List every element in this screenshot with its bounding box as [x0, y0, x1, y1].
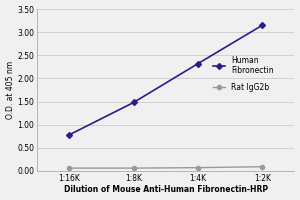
Legend: Human
Fibronectin, Rat IgG2b: Human Fibronectin, Rat IgG2b: [213, 56, 274, 92]
Y-axis label: O.D. at 405 nm: O.D. at 405 nm: [6, 61, 15, 119]
Rat IgG2b: [260, 166, 264, 168]
Rat IgG2b: [196, 166, 200, 169]
Line: Rat IgG2b: Rat IgG2b: [67, 165, 264, 170]
Rat IgG2b: [132, 167, 135, 169]
Human
Fibronectin: [260, 24, 264, 26]
Human
Fibronectin: [196, 62, 200, 65]
Line: Human
Fibronectin: Human Fibronectin: [67, 23, 264, 137]
X-axis label: Dilution of Mouse Anti-Human Fibronectin-HRP: Dilution of Mouse Anti-Human Fibronectin…: [64, 185, 268, 194]
Human
Fibronectin: [68, 134, 71, 136]
Rat IgG2b: [68, 167, 71, 169]
Human
Fibronectin: [132, 101, 135, 104]
